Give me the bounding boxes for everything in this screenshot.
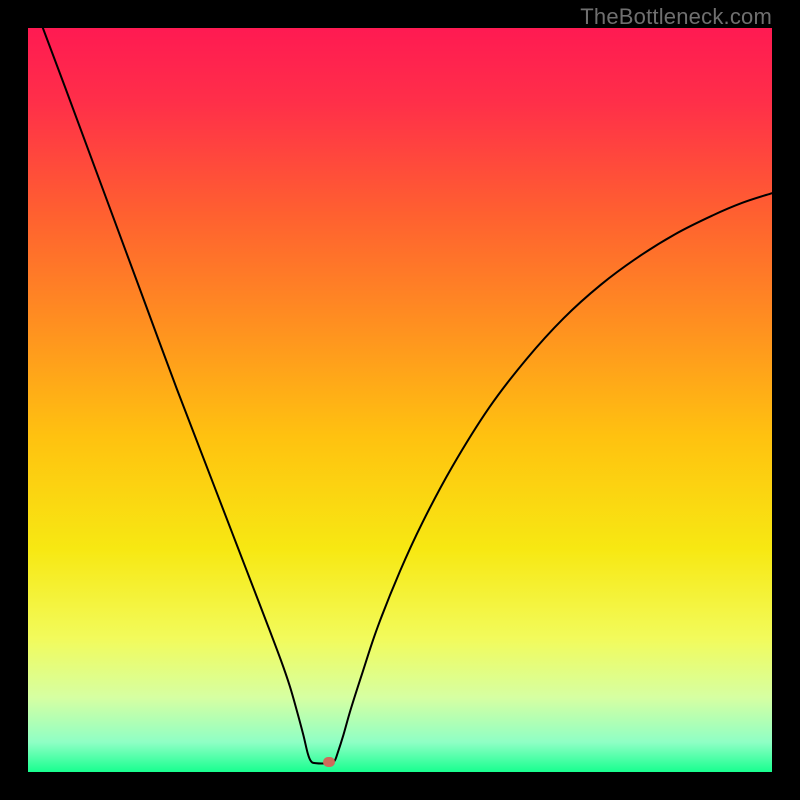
plot-area: [28, 28, 772, 772]
bottleneck-curve: [28, 28, 772, 772]
watermark-text: TheBottleneck.com: [580, 4, 772, 30]
bottleneck-marker: [323, 757, 335, 767]
